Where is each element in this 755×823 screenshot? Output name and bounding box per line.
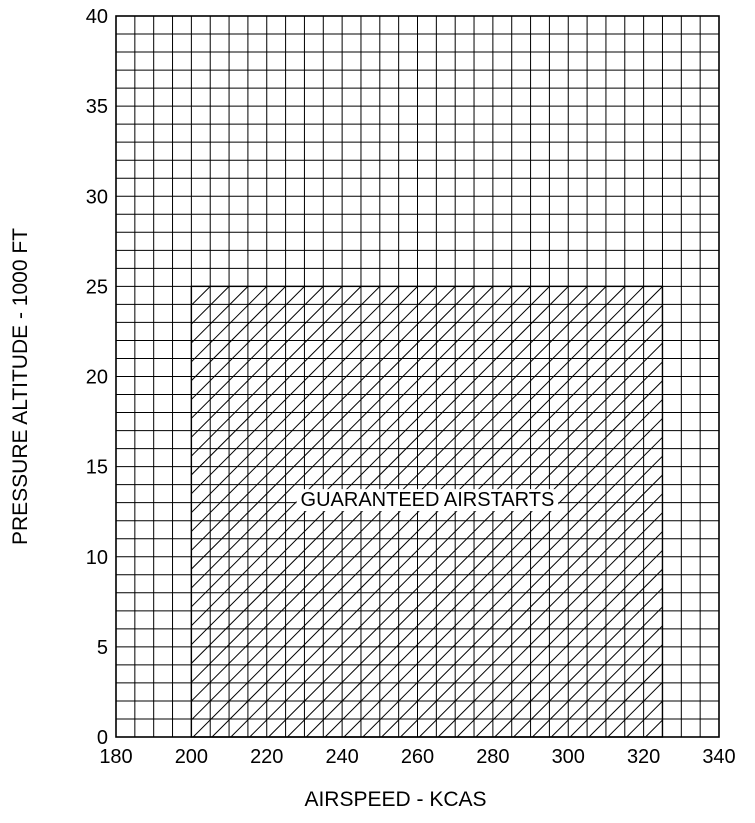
hatch-line xyxy=(191,286,268,363)
hatch-line xyxy=(191,286,513,608)
x-tick-label: 300 xyxy=(552,746,585,768)
hatch-line xyxy=(400,474,663,737)
region-hatch xyxy=(191,286,755,737)
hatch-line xyxy=(626,700,663,737)
hatch-line xyxy=(381,455,663,737)
hatch-line xyxy=(569,643,663,737)
region-outline xyxy=(190,285,664,738)
hatch-line xyxy=(191,286,494,589)
x-tick-label: 260 xyxy=(401,746,434,768)
hatch-line xyxy=(191,286,418,514)
y-tick-label: 40 xyxy=(86,6,108,28)
y-tick-label: 25 xyxy=(86,276,108,298)
hatch-line xyxy=(362,436,663,737)
x-tick-label: 280 xyxy=(476,746,509,768)
hatch-line xyxy=(418,493,663,737)
hatch-line xyxy=(191,286,324,420)
hatch-line xyxy=(532,606,663,737)
hatch-line xyxy=(191,286,456,551)
hatch-line xyxy=(191,286,343,438)
region-layer: GUARANTEED AIRSTARTS xyxy=(190,285,755,738)
hatch-line xyxy=(191,286,626,721)
hatch-line xyxy=(305,380,663,737)
y-tick-label: 35 xyxy=(86,96,108,118)
y-tick-labels: 0 5 10 15 20 25 30 35 40 xyxy=(86,6,108,749)
hatch-line xyxy=(550,625,663,737)
hatch-line xyxy=(437,512,663,737)
x-axis-title: AIRSPEED - KCAS xyxy=(304,788,486,811)
hatch-line xyxy=(191,286,362,457)
x-tick-labels: 180 200 220 240 260 280 300 320 340 xyxy=(99,746,735,768)
hatch-line xyxy=(494,568,663,737)
hatch-line xyxy=(192,286,645,737)
plot-border xyxy=(115,15,720,738)
hatch-line xyxy=(191,286,550,646)
hatch-line xyxy=(230,304,663,737)
x-tick-label: 220 xyxy=(250,746,283,768)
x-tick-label: 320 xyxy=(627,746,660,768)
hatch-line xyxy=(475,549,663,737)
hatch-line xyxy=(664,286,755,737)
y-axis-title: PRESSURE ALTITUDE - 1000 FT xyxy=(9,228,32,545)
hatch-line xyxy=(191,286,400,495)
y-tick-label: 5 xyxy=(97,637,108,659)
y-tick-label: 0 xyxy=(97,727,108,749)
grid xyxy=(115,15,720,738)
x-tick-label: 180 xyxy=(99,746,132,768)
hatch-line xyxy=(191,286,437,533)
hatch-line xyxy=(191,286,532,627)
x-tick-label: 240 xyxy=(325,746,358,768)
hatch-line xyxy=(191,286,475,570)
hatch-line xyxy=(191,286,569,665)
y-tick-label: 15 xyxy=(86,457,108,479)
hatch-line xyxy=(191,286,286,382)
hatch-line xyxy=(324,398,663,737)
hatch-line xyxy=(513,587,663,737)
region-label-background xyxy=(296,489,559,512)
hatch-line xyxy=(268,342,663,737)
hatch-line xyxy=(211,286,663,737)
hatch-line xyxy=(191,286,607,702)
hatch-line xyxy=(191,286,305,401)
hatch-line xyxy=(249,323,663,737)
hatch-line xyxy=(287,361,663,737)
hatch-line xyxy=(191,286,381,476)
y-tick-label: 10 xyxy=(86,547,108,569)
x-tick-label: 200 xyxy=(175,746,208,768)
hatch-line xyxy=(456,530,663,737)
region-label: GUARANTEED AIRSTARTS xyxy=(301,489,555,511)
hatch-line xyxy=(191,286,230,325)
hatch-line xyxy=(191,286,588,683)
y-tick-label: 30 xyxy=(86,186,108,208)
x-tick-label: 340 xyxy=(702,746,735,768)
y-tick-label: 20 xyxy=(86,367,108,389)
hatch-line xyxy=(343,417,663,737)
